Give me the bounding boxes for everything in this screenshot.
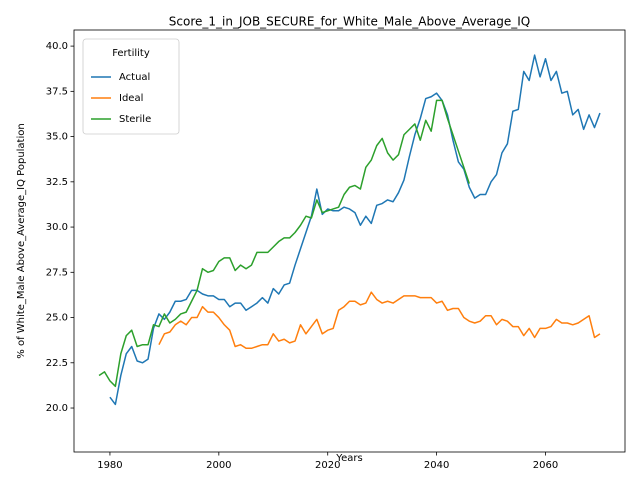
legend-box [82, 38, 180, 135]
x-tick-label: 2000 [206, 460, 231, 471]
x-axis-label: Years [335, 453, 362, 464]
y-tick-label: 32.5 [46, 177, 68, 188]
legend-label: Actual [119, 72, 150, 83]
x-tick-label: 2040 [424, 460, 449, 471]
y-tick-label: 25.0 [46, 313, 68, 324]
y-axis-label: % of White_Male Above_Average_IQ Populat… [16, 123, 27, 358]
legend-label: Sterile [119, 114, 151, 125]
x-tick-label: 2060 [533, 460, 558, 471]
chart-title: Score_1_in_JOB_SECURE_for_White_Male_Abo… [169, 15, 530, 29]
legend-title: Fertility [112, 48, 150, 59]
y-tick-label: 27.5 [46, 267, 68, 278]
plot-frame [73, 29, 626, 453]
legend-label: Ideal [119, 93, 143, 104]
y-tick-label: 22.5 [46, 358, 68, 369]
data-line [109, 54, 601, 406]
data-line [158, 291, 601, 350]
x-tick-label: 2020 [315, 460, 340, 471]
data-line [98, 99, 470, 388]
y-tick-label: 35.0 [46, 132, 68, 143]
y-tick-label: 40.0 [46, 41, 68, 52]
x-tick-label: 1980 [97, 460, 122, 471]
y-tick-label: 30.0 [46, 222, 68, 233]
y-tick-label: 37.5 [46, 86, 68, 97]
y-tick-label: 20.0 [46, 403, 68, 414]
